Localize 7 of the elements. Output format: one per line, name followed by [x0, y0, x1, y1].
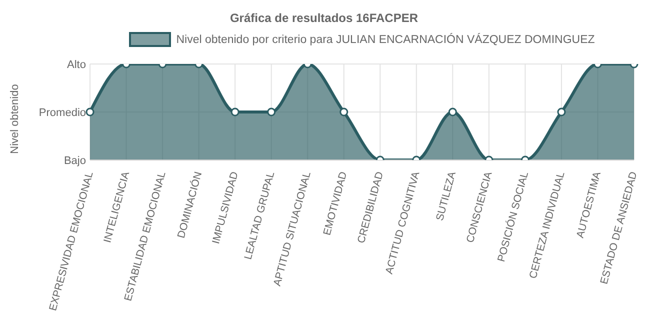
y-axis-title: Nivel obtenido [9, 84, 21, 154]
x-tick-label: LEALTAD GRUPAL [242, 170, 278, 261]
text: Alto [67, 58, 86, 71]
legend-label: Nivel obtenido por criterio para JULIAN ENCARNACIÓN VÁZQUEZ DOMINGUEZ [176, 34, 595, 46]
text: Bajo [64, 154, 86, 167]
text: Promedio [38, 106, 86, 119]
chart-title: Gráfica de resultados 16FACPER [228, 10, 420, 27]
